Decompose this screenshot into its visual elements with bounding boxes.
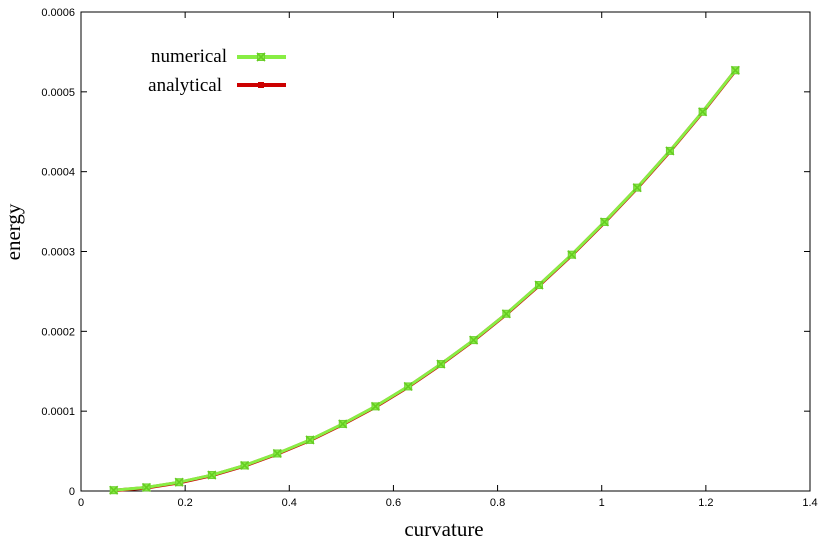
x-tick-label: 1 bbox=[599, 497, 605, 509]
x-tick-label: 0.6 bbox=[386, 497, 401, 509]
y-tick-label: 0.0005 bbox=[41, 87, 75, 99]
y-tick-label: 0.0003 bbox=[41, 247, 75, 259]
legend-label-numerical: numerical bbox=[151, 46, 227, 67]
legend-marker-analytical bbox=[258, 82, 264, 88]
y-tick-label: 0 bbox=[69, 486, 75, 498]
y-tick-label: 0.0006 bbox=[41, 7, 75, 19]
x-axis-title: curvature bbox=[404, 517, 483, 541]
y-tick-label: 0.0004 bbox=[41, 167, 75, 179]
x-tick-label: 0.8 bbox=[490, 497, 505, 509]
data-point-numerical bbox=[665, 146, 675, 156]
data-point-numerical bbox=[174, 477, 184, 487]
x-tick-label: 1.4 bbox=[802, 497, 817, 509]
x-tick-label: 0.4 bbox=[282, 497, 297, 509]
data-point-numerical bbox=[240, 460, 250, 471]
data-point-numerical bbox=[501, 309, 511, 319]
legend-marker-numerical bbox=[256, 52, 266, 62]
data-point-numerical bbox=[599, 217, 610, 227]
y-tick-label: 0.0001 bbox=[41, 406, 75, 418]
data-point-numerical bbox=[272, 448, 282, 459]
series-line-numerical bbox=[113, 69, 737, 492]
data-point-numerical bbox=[403, 381, 413, 391]
data-point-numerical bbox=[305, 435, 315, 445]
x-tick-label: 0 bbox=[78, 497, 84, 509]
legend-label-analytical: analytical bbox=[148, 75, 222, 96]
data-point-numerical bbox=[207, 470, 217, 480]
y-axis-title: energy bbox=[1, 203, 25, 260]
data-point-numerical bbox=[141, 482, 152, 492]
data-point-numerical bbox=[632, 183, 642, 193]
data-point-numerical bbox=[698, 107, 708, 117]
data-point-numerical bbox=[109, 485, 119, 495]
series-layer bbox=[109, 65, 740, 495]
data-point-numerical bbox=[436, 359, 446, 369]
legend: numerical analytical bbox=[148, 46, 286, 96]
x-tick-label: 0.2 bbox=[177, 497, 192, 509]
y-tick-label: 0.0002 bbox=[41, 326, 75, 338]
series-line-analytical bbox=[113, 69, 737, 493]
data-point-numerical bbox=[469, 335, 479, 345]
data-point-numerical bbox=[534, 280, 544, 290]
x-tick-label: 1.2 bbox=[698, 497, 713, 509]
x-axis-ticks: 0 0.2 0.4 0.6 0.8 1 1.2 1.4 bbox=[78, 12, 818, 509]
data-point-numerical bbox=[370, 401, 381, 411]
data-point-numerical bbox=[730, 65, 740, 75]
y-axis-ticks: 0 0.0001 0.0002 0.0003 0.0004 0.0005 0.0006 bbox=[41, 7, 810, 498]
data-point-numerical bbox=[338, 419, 348, 429]
data-point-numerical bbox=[567, 250, 577, 260]
